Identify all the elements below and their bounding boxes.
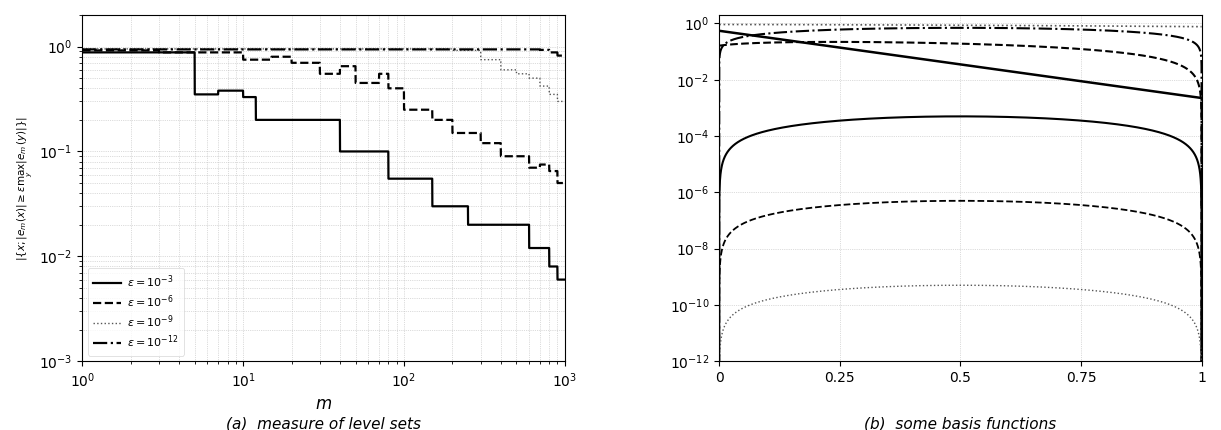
$\epsilon = 10^{-12}$ [159,47,173,52]
$\epsilon = 10^{-9}$ [558,99,573,104]
$\epsilon = 10^{-6}$ [548,169,563,174]
$\epsilon = 10^{-6}$ [74,48,89,53]
$\epsilon = 10^{-6}$ [496,154,510,159]
Text: (b)  some basis functions: (b) some basis functions [864,417,1056,430]
$\epsilon = 10^{-12}$ [281,47,295,52]
$\epsilon = 10^{-9}$ [496,67,510,72]
Line: $\epsilon = 10^{-12}$: $\epsilon = 10^{-12}$ [82,49,565,55]
$\epsilon = 10^{-9}$ [551,99,565,104]
$\epsilon = 10^{-6}$ [281,54,295,59]
$\epsilon = 10^{-9}$ [159,46,173,52]
$\epsilon = 10^{-3}$ [159,50,173,55]
$\epsilon = 10^{-3}$ [281,117,295,123]
Line: $\epsilon = 10^{-6}$: $\epsilon = 10^{-6}$ [82,50,565,183]
$\epsilon = 10^{-3}$ [129,50,144,55]
$\epsilon = 10^{-9}$ [281,46,295,52]
$\epsilon = 10^{-6}$ [551,181,565,186]
Legend: $\epsilon = 10^{-3}$, $\epsilon = 10^{-6}$, $\epsilon = 10^{-9}$, $\epsilon = 10: $\epsilon = 10^{-3}$, $\epsilon = 10^{-6… [88,268,184,356]
$\epsilon = 10^{-12}$ [260,47,275,52]
$\epsilon = 10^{-6}$ [260,57,275,62]
$\epsilon = 10^{-3}$ [74,50,89,55]
$\epsilon = 10^{-12}$ [551,53,565,58]
$\epsilon = 10^{-9}$ [74,46,89,52]
$\epsilon = 10^{-9}$ [260,46,275,52]
$\epsilon = 10^{-3}$ [548,264,563,269]
Line: $\epsilon = 10^{-3}$: $\epsilon = 10^{-3}$ [82,52,565,280]
X-axis label: $m$: $m$ [315,395,332,413]
$\epsilon = 10^{-9}$ [548,92,563,97]
$\epsilon = 10^{-6}$ [129,48,144,53]
Line: $\epsilon = 10^{-9}$: $\epsilon = 10^{-9}$ [82,49,565,101]
$\epsilon = 10^{-12}$ [74,47,89,52]
$\epsilon = 10^{-12}$ [496,47,510,52]
Text: (a)  measure of level sets: (a) measure of level sets [226,417,421,430]
$\epsilon = 10^{-12}$ [129,47,144,52]
$\epsilon = 10^{-3}$ [260,117,275,123]
$\epsilon = 10^{-3}$ [551,277,565,282]
$\epsilon = 10^{-12}$ [558,53,573,58]
$\epsilon = 10^{-6}$ [159,50,173,55]
$\epsilon = 10^{-3}$ [558,277,573,282]
$\epsilon = 10^{-3}$ [496,222,510,227]
Y-axis label: $|\{x; |e_m(x)| \geq \epsilon \max_y |e_m(y)|\}|$: $|\{x; |e_m(x)| \geq \epsilon \max_y |e_… [15,116,34,261]
$\epsilon = 10^{-9}$ [129,46,144,52]
$\epsilon = 10^{-6}$ [558,181,573,186]
$\epsilon = 10^{-12}$ [548,50,563,55]
